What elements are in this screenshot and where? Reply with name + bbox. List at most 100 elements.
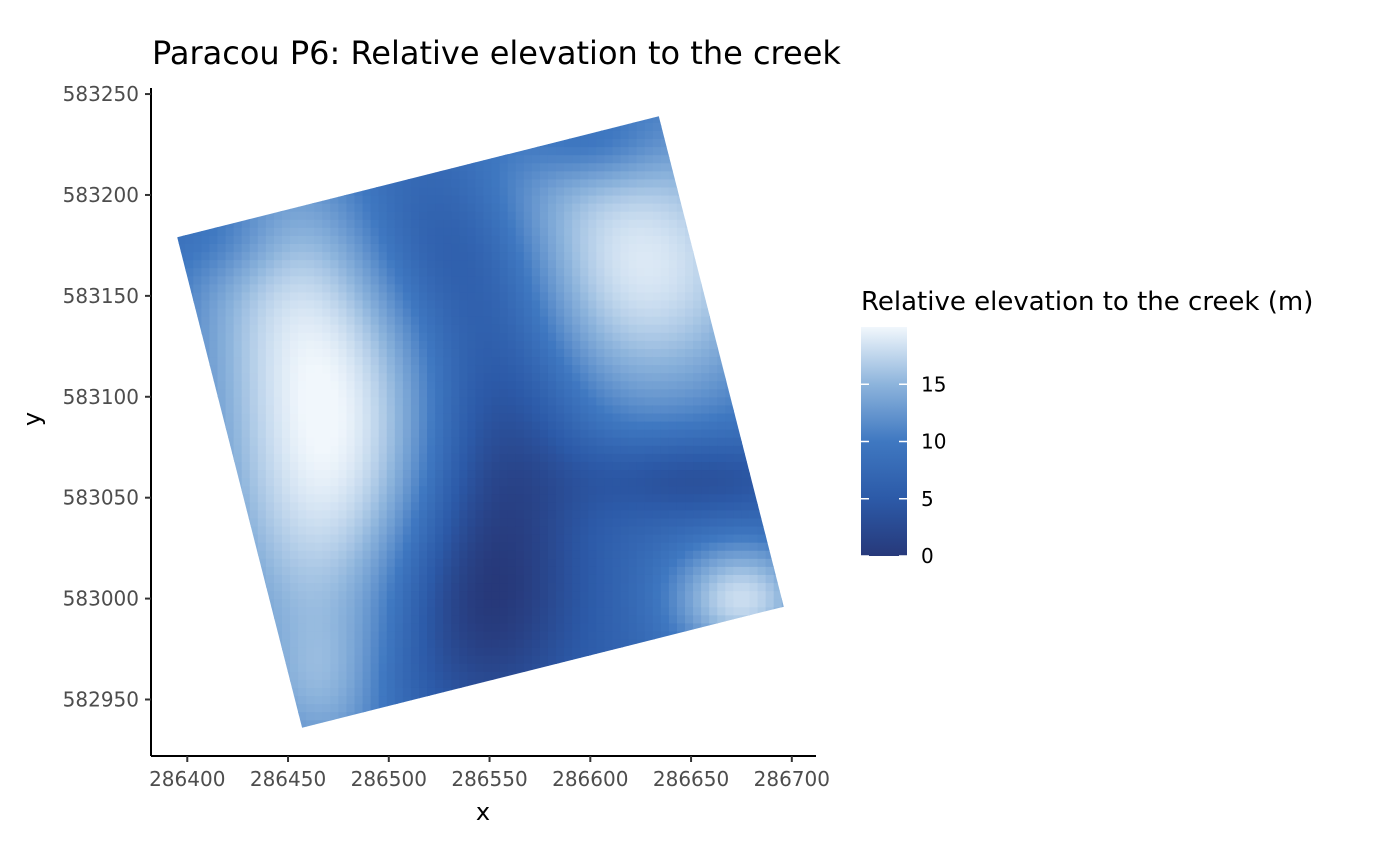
raster-cell xyxy=(620,493,630,503)
raster-cell xyxy=(314,703,323,713)
raster-cell xyxy=(459,283,468,293)
raster-cell xyxy=(572,332,581,341)
raster-cell xyxy=(338,170,348,180)
raster-cell xyxy=(604,630,614,640)
raster-cell xyxy=(265,251,275,261)
raster-cell xyxy=(588,170,597,180)
raster-cell xyxy=(515,203,525,212)
raster-cell xyxy=(257,348,267,358)
raster-cell xyxy=(660,445,670,454)
raster-cell xyxy=(588,582,597,592)
raster-cell xyxy=(257,420,267,430)
raster-cell xyxy=(265,211,275,220)
raster-cell xyxy=(580,582,589,592)
raster-cell xyxy=(338,663,348,672)
raster-cell xyxy=(636,711,646,721)
raster-cell xyxy=(483,340,493,349)
raster-cell xyxy=(185,211,194,220)
raster-cell xyxy=(265,638,275,648)
raster-cell xyxy=(515,679,525,688)
raster-cell xyxy=(685,469,694,479)
raster-cell xyxy=(531,316,541,325)
raster-cell xyxy=(531,574,541,584)
raster-cell xyxy=(435,162,444,172)
raster-cell xyxy=(419,412,428,422)
raster-cell xyxy=(241,614,251,624)
raster-cell xyxy=(362,396,372,406)
raster-cell xyxy=(612,534,622,543)
raster-cell xyxy=(515,477,525,487)
raster-cell xyxy=(419,493,428,503)
raster-cell xyxy=(580,348,589,358)
raster-cell xyxy=(676,324,686,333)
raster-cell xyxy=(306,582,315,592)
raster-cell xyxy=(346,453,356,462)
raster-cell xyxy=(193,324,202,333)
raster-cell xyxy=(547,219,557,228)
raster-cell xyxy=(507,445,517,454)
raster-cell xyxy=(531,461,541,471)
raster-cell xyxy=(701,582,710,592)
raster-cell xyxy=(281,380,291,390)
raster-cell xyxy=(499,655,509,664)
raster-cell xyxy=(427,203,436,212)
raster-cell xyxy=(451,380,460,390)
raster-cell xyxy=(467,332,477,341)
raster-cell xyxy=(185,445,194,454)
raster-cell xyxy=(515,275,525,285)
raster-cell xyxy=(483,138,493,148)
raster-cell xyxy=(185,614,194,624)
raster-cell xyxy=(539,396,549,406)
raster-cell xyxy=(459,630,468,640)
raster-cell xyxy=(459,259,468,269)
raster-cell xyxy=(435,186,444,196)
raster-cell xyxy=(539,542,549,551)
raster-cell xyxy=(572,396,581,406)
raster-cell xyxy=(346,647,356,656)
raster-cell xyxy=(233,703,243,713)
raster-cell xyxy=(346,598,356,608)
raster-cell xyxy=(523,186,533,196)
raster-cell xyxy=(386,130,396,140)
raster-cell xyxy=(265,388,275,398)
raster-cell xyxy=(419,663,428,672)
raster-cell xyxy=(580,154,589,164)
raster-cell xyxy=(475,162,485,172)
raster-cell xyxy=(290,235,299,244)
raster-cell xyxy=(427,719,436,728)
raster-cell xyxy=(668,663,678,672)
raster-cell xyxy=(330,178,340,188)
raster-cell xyxy=(314,307,323,317)
raster-cell xyxy=(281,542,291,551)
raster-cell xyxy=(394,316,404,325)
raster-cell xyxy=(209,574,219,584)
raster-cell xyxy=(338,582,348,592)
raster-cell xyxy=(346,178,356,188)
raster-cell xyxy=(443,711,452,721)
raster-cell xyxy=(467,372,477,382)
raster-cell xyxy=(241,558,251,567)
raster-cell xyxy=(273,598,283,608)
raster-cell xyxy=(467,211,477,220)
raster-cell xyxy=(491,235,501,244)
raster-cell xyxy=(588,679,597,688)
raster-cell xyxy=(636,138,646,148)
raster-cell xyxy=(676,170,686,180)
raster-cell xyxy=(338,622,348,632)
raster-cell xyxy=(483,687,493,697)
raster-cell xyxy=(386,283,396,293)
raster-cell xyxy=(419,130,428,140)
raster-cell xyxy=(225,299,235,309)
raster-cell xyxy=(523,324,533,333)
raster-cell xyxy=(451,162,460,172)
raster-cell xyxy=(427,453,436,462)
raster-cell xyxy=(515,130,525,140)
raster-cell xyxy=(499,630,509,640)
raster-cell xyxy=(201,582,211,592)
raster-cell xyxy=(193,509,202,519)
raster-cell xyxy=(362,130,372,140)
raster-cell xyxy=(306,178,315,188)
raster-cell xyxy=(370,340,380,349)
raster-cell xyxy=(435,251,444,261)
